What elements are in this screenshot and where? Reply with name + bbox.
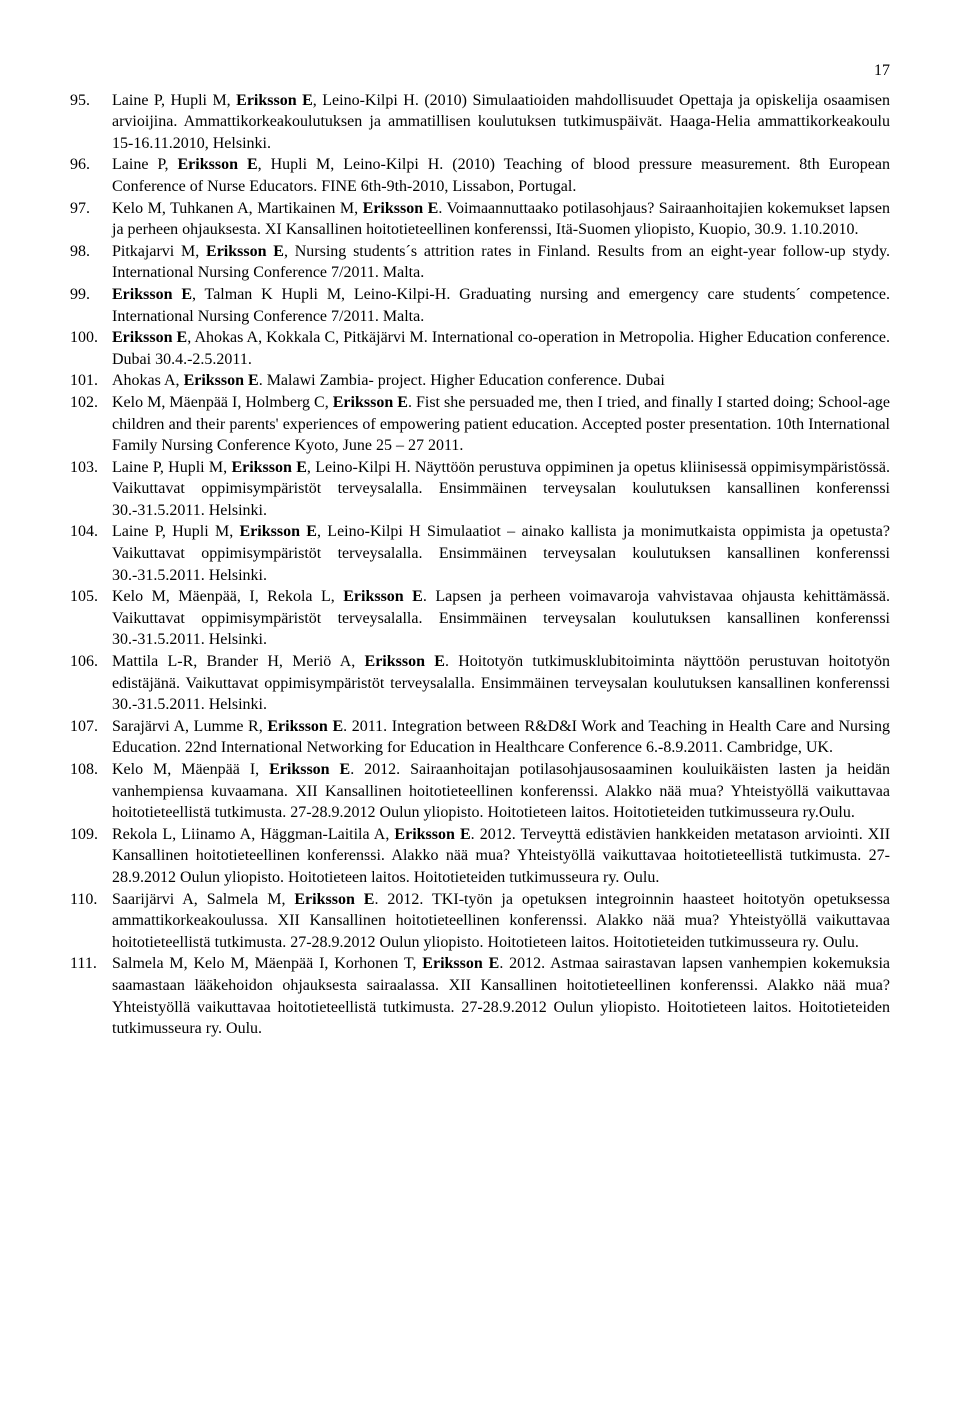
reference-segment: Rekola L, Liinamo A, Häggman-Laitila A,: [112, 826, 394, 843]
reference-text: Sarajärvi A, Lumme R, Eriksson E. 2011. …: [112, 716, 890, 759]
reference-text: Saarijärvi A, Salmela M, Eriksson E. 201…: [112, 889, 890, 954]
reference-number: 96.: [70, 154, 112, 197]
reference-number: 106.: [70, 651, 112, 716]
reference-number: 102.: [70, 392, 112, 457]
author-bold: Eriksson E: [343, 588, 423, 605]
reference-segment: Laine P, Hupli M,: [112, 459, 231, 476]
author-bold: Eriksson E: [422, 955, 499, 972]
reference-segment: Laine P, Hupli M,: [112, 523, 240, 540]
reference-entry: 101.Ahokas A, Eriksson E. Malawi Zambia-…: [70, 370, 890, 392]
reference-segment: , Ahokas A, Kokkala C, Pitkäjärvi M. Int…: [112, 329, 890, 368]
reference-number: 110.: [70, 889, 112, 954]
reference-entry: 105.Kelo M, Mäenpää, I, Rekola L, Erikss…: [70, 586, 890, 651]
reference-number: 108.: [70, 759, 112, 824]
reference-entry: 103.Laine P, Hupli M, Eriksson E, Leino-…: [70, 457, 890, 522]
reference-text: Rekola L, Liinamo A, Häggman-Laitila A, …: [112, 824, 890, 889]
reference-segment: Kelo M, Mäenpää, I, Rekola L,: [112, 588, 343, 605]
page-number: 17: [70, 60, 890, 82]
reference-text: Kelo M, Mäenpää I, Eriksson E. 2012. Sai…: [112, 759, 890, 824]
reference-number: 95.: [70, 90, 112, 155]
author-bold: Eriksson E: [269, 761, 350, 778]
reference-number: 109.: [70, 824, 112, 889]
reference-entry: 110.Saarijärvi A, Salmela M, Eriksson E.…: [70, 889, 890, 954]
reference-segment: Salmela M, Kelo M, Mäenpää I, Korhonen T…: [112, 955, 422, 972]
reference-entry: 98.Pitkajarvi M, Eriksson E, Nursing stu…: [70, 241, 890, 284]
reference-number: 105.: [70, 586, 112, 651]
reference-text: Laine P, Hupli M, Eriksson E, Leino-Kilp…: [112, 457, 890, 522]
author-bold: Eriksson E: [184, 372, 259, 389]
reference-text: Mattila L-R, Brander H, Meriö A, Eriksso…: [112, 651, 890, 716]
author-bold: Eriksson E: [365, 653, 445, 670]
reference-text: Ahokas A, Eriksson E. Malawi Zambia- pro…: [112, 370, 890, 392]
reference-number: 104.: [70, 521, 112, 586]
reference-number: 107.: [70, 716, 112, 759]
reference-entry: 109.Rekola L, Liinamo A, Häggman-Laitila…: [70, 824, 890, 889]
author-bold: Eriksson E: [231, 459, 306, 476]
reference-text: Kelo M, Tuhkanen A, Martikainen M, Eriks…: [112, 198, 890, 241]
reference-number: 103.: [70, 457, 112, 522]
author-bold: Eriksson E: [294, 891, 374, 908]
author-bold: Eriksson E: [394, 826, 470, 843]
author-bold: Eriksson E: [267, 718, 343, 735]
reference-entry: 96.Laine P, Eriksson E, Hupli M, Leino-K…: [70, 154, 890, 197]
reference-number: 98.: [70, 241, 112, 284]
reference-entry: 97.Kelo M, Tuhkanen A, Martikainen M, Er…: [70, 198, 890, 241]
author-bold: Eriksson E: [178, 156, 258, 173]
author-bold: Eriksson E: [363, 200, 439, 217]
reference-number: 99.: [70, 284, 112, 327]
reference-entry: 104.Laine P, Hupli M, Eriksson E, Leino-…: [70, 521, 890, 586]
reference-entry: 95.Laine P, Hupli M, Eriksson E, Leino-K…: [70, 90, 890, 155]
reference-entry: 102.Kelo M, Mäenpää I, Holmberg C, Eriks…: [70, 392, 890, 457]
reference-segment: Laine P, Hupli M,: [112, 92, 236, 109]
author-bold: Eriksson E: [333, 394, 408, 411]
reference-entry: 111.Salmela M, Kelo M, Mäenpää I, Korhon…: [70, 953, 890, 1039]
reference-list: 95.Laine P, Hupli M, Eriksson E, Leino-K…: [70, 90, 890, 1040]
reference-number: 100.: [70, 327, 112, 370]
author-bold: Eriksson E: [112, 329, 187, 346]
reference-segment: Mattila L-R, Brander H, Meriö A,: [112, 653, 365, 670]
reference-text: Salmela M, Kelo M, Mäenpää I, Korhonen T…: [112, 953, 890, 1039]
reference-segment: Kelo M, Tuhkanen A, Martikainen M,: [112, 200, 363, 217]
author-bold: Eriksson E: [236, 92, 313, 109]
reference-number: 111.: [70, 953, 112, 1039]
reference-text: Eriksson E, Ahokas A, Kokkala C, Pitkäjä…: [112, 327, 890, 370]
reference-entry: 106.Mattila L-R, Brander H, Meriö A, Eri…: [70, 651, 890, 716]
reference-number: 101.: [70, 370, 112, 392]
author-bold: Eriksson E: [206, 243, 284, 260]
reference-entry: 99.Eriksson E, Talman K Hupli M, Leino-K…: [70, 284, 890, 327]
reference-segment: Laine P,: [112, 156, 178, 173]
reference-entry: 100.Eriksson E, Ahokas A, Kokkala C, Pit…: [70, 327, 890, 370]
reference-text: Eriksson E, Talman K Hupli M, Leino-Kilp…: [112, 284, 890, 327]
reference-segment: Ahokas A,: [112, 372, 184, 389]
reference-number: 97.: [70, 198, 112, 241]
reference-text: Laine P, Hupli M, Eriksson E, Leino-Kilp…: [112, 521, 890, 586]
reference-entry: 107. Sarajärvi A, Lumme R, Eriksson E. 2…: [70, 716, 890, 759]
reference-text: Laine P, Hupli M, Eriksson E, Leino-Kilp…: [112, 90, 890, 155]
reference-segment: Pitkajarvi M,: [112, 243, 206, 260]
reference-segment: Sarajärvi A, Lumme R,: [112, 718, 267, 735]
reference-entry: 108.Kelo M, Mäenpää I, Eriksson E. 2012.…: [70, 759, 890, 824]
reference-segment: , Talman K Hupli M, Leino-Kilpi-H. Gradu…: [112, 286, 890, 325]
reference-text: Kelo M, Mäenpää, I, Rekola L, Eriksson E…: [112, 586, 890, 651]
author-bold: Eriksson E: [240, 523, 317, 540]
reference-segment: . Malawi Zambia- project. Higher Educati…: [259, 372, 665, 389]
reference-text: Pitkajarvi M, Eriksson E, Nursing studen…: [112, 241, 890, 284]
reference-text: Laine P, Eriksson E, Hupli M, Leino-Kilp…: [112, 154, 890, 197]
reference-text: Kelo M, Mäenpää I, Holmberg C, Eriksson …: [112, 392, 890, 457]
reference-segment: Saarijärvi A, Salmela M,: [112, 891, 294, 908]
reference-segment: Kelo M, Mäenpää I,: [112, 761, 269, 778]
reference-segment: Kelo M, Mäenpää I, Holmberg C,: [112, 394, 333, 411]
author-bold: Eriksson E: [112, 286, 192, 303]
